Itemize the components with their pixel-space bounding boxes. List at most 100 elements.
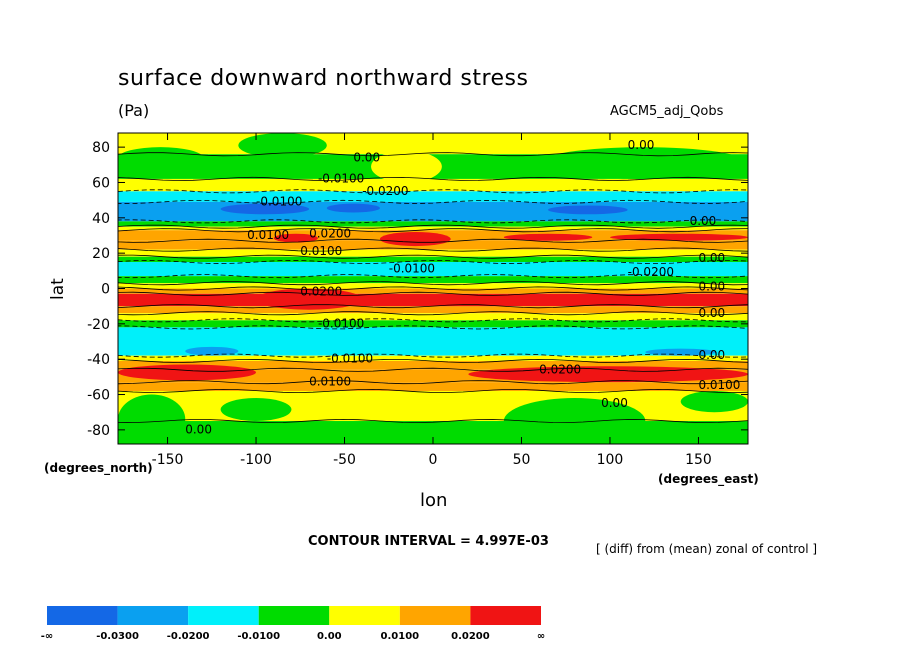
contour-line-16: [118, 311, 748, 316]
field-patch-7: [379, 231, 451, 247]
contour-label-18: 0.0200: [539, 362, 581, 376]
lat-band-11: [118, 261, 748, 277]
contour-label-15: -0.0100: [318, 316, 364, 330]
contour-label-5: 0.0100: [247, 228, 289, 242]
field-patch-1: [238, 133, 327, 158]
colorbar-label-6: 0.0200: [451, 631, 490, 642]
contour-label-22: 0.00: [185, 422, 212, 436]
colorbar: -∞ -0.0300 -0.0200 -0.0100 0.00 0.0100 0.0200 ∞: [41, 606, 545, 642]
lat-band-9: [118, 249, 748, 257]
lat-band-17: [118, 313, 748, 321]
contour-label-4: -0.0100: [256, 194, 302, 208]
y-tick-label-4: 0: [101, 282, 110, 298]
colorbar-swatch-4: [329, 606, 400, 625]
contour-line-19: [118, 353, 748, 358]
colorbar-swatch-6: [470, 606, 541, 625]
contour-line-5: [118, 224, 748, 229]
lat-band-14: [118, 288, 748, 294]
colorbar-label-7: ∞: [537, 631, 545, 642]
contour-label-12: 0.00: [698, 279, 725, 293]
field-patch-5: [326, 203, 380, 213]
dataset-label: AGCM5_adj_Qobs: [610, 104, 724, 119]
axes-layer: -150 -100 -50 0 50 100 150 80 60 40 20 0 -20 -40 -60 -8…: [87, 133, 748, 468]
contour-label-14: 0.00: [698, 306, 725, 320]
contour-label-0: 0.00: [353, 150, 380, 164]
contour-label-20: 0.0100: [698, 378, 740, 392]
diff-note: [ (diff) from (mean) zonal of control ]: [596, 542, 818, 556]
field-patch-12: [256, 288, 363, 310]
colorbar-swatch-0: [47, 606, 118, 625]
field-patch-10: [503, 233, 593, 241]
contour-label-17: 0.00: [698, 348, 725, 362]
contour-line-13: [118, 286, 748, 291]
contour-label-8: 0.0100: [300, 244, 342, 258]
colorbar-label-0: -∞: [41, 631, 53, 642]
colorbar-label-3: -0.0100: [237, 631, 280, 642]
x-tick-label-2: -50: [333, 452, 356, 468]
contour-label-6: 0.0200: [309, 226, 351, 240]
contour-line-0: [118, 152, 748, 157]
contour-line-6: [118, 228, 748, 233]
contour-line-22: [118, 380, 748, 385]
x-tick-label-0: -150: [152, 452, 184, 468]
y-tick-label-2: 40: [92, 211, 110, 227]
colorbar-label-1: -0.0300: [96, 631, 139, 642]
field-patch-11: [118, 295, 748, 307]
colorbar-label-5: 0.0100: [381, 631, 420, 642]
lat-band-12: [118, 276, 748, 284]
field-patch-18: [220, 398, 292, 422]
contour-line-4: [118, 219, 748, 224]
field-patch-13: [185, 346, 239, 356]
y-tick-label-3: 20: [92, 246, 110, 262]
contour-line-11: [118, 274, 748, 279]
field-patch-19: [503, 398, 646, 444]
contour-line-7: [118, 238, 748, 243]
colorbar-swatch-5: [399, 606, 471, 625]
contour-label-16: -0.0100: [327, 352, 373, 366]
contour-label-11: 0.00: [698, 251, 725, 265]
x-tick-label-3: 0: [429, 452, 438, 468]
contour-label-3: -0.0200: [362, 184, 408, 198]
lat-band-18: [118, 320, 748, 328]
lat-band-13: [118, 283, 748, 289]
contour-line-10: [118, 259, 748, 265]
lat-band-6: [118, 226, 748, 231]
contour-layer: 0.00 0.00 -0.0100 -0.0200 -0.0100 0.0100 0.020…: [118, 138, 748, 436]
x-tick-label-6: 150: [685, 452, 712, 468]
field-patch-3: [539, 147, 748, 179]
field-patch-4: [220, 203, 310, 215]
contour-line-9: [118, 254, 748, 259]
lat-band-23: [118, 382, 748, 391]
field-layer: [118, 133, 748, 444]
lat-band-5: [118, 221, 748, 227]
field-patch-15: [118, 364, 257, 381]
colorbar-label-4: 0.00: [317, 631, 342, 642]
contour-line-17: [118, 318, 748, 323]
field-patch-20: [680, 390, 748, 413]
x-tick-label-4: 50: [513, 452, 531, 468]
colorbar-swatch-3: [258, 606, 330, 625]
contour-line-3: [118, 199, 748, 204]
contour-label-13: 0.0200: [300, 285, 342, 299]
y-tick-label-1: 60: [92, 175, 110, 191]
contour-label-21: 0.00: [601, 396, 628, 410]
contour-line-20: [118, 358, 748, 363]
contour-line-23: [118, 388, 748, 394]
lat-band-2: [118, 178, 748, 192]
y-tick-label-7: -60: [87, 388, 110, 404]
contour-line-12: [118, 281, 748, 286]
colorbar-label-2: -0.0200: [167, 631, 210, 642]
contour-line-2: [118, 189, 748, 194]
contour-interval-note: CONTOUR INTERVAL = 4.997E-03: [308, 534, 549, 549]
chart-units: (Pa): [118, 101, 150, 120]
lat-band-24: [118, 390, 748, 422]
chart-title: surface downward northward stress: [118, 66, 529, 91]
y-tick-label-5: -20: [87, 317, 110, 333]
lat-band-3: [118, 191, 748, 202]
contour-line-8: [118, 247, 748, 252]
contour-line-14: [118, 291, 748, 296]
lat-band-4: [118, 201, 748, 222]
x-tick-label-1: -100: [240, 452, 272, 468]
contour-line-1: [118, 176, 748, 181]
